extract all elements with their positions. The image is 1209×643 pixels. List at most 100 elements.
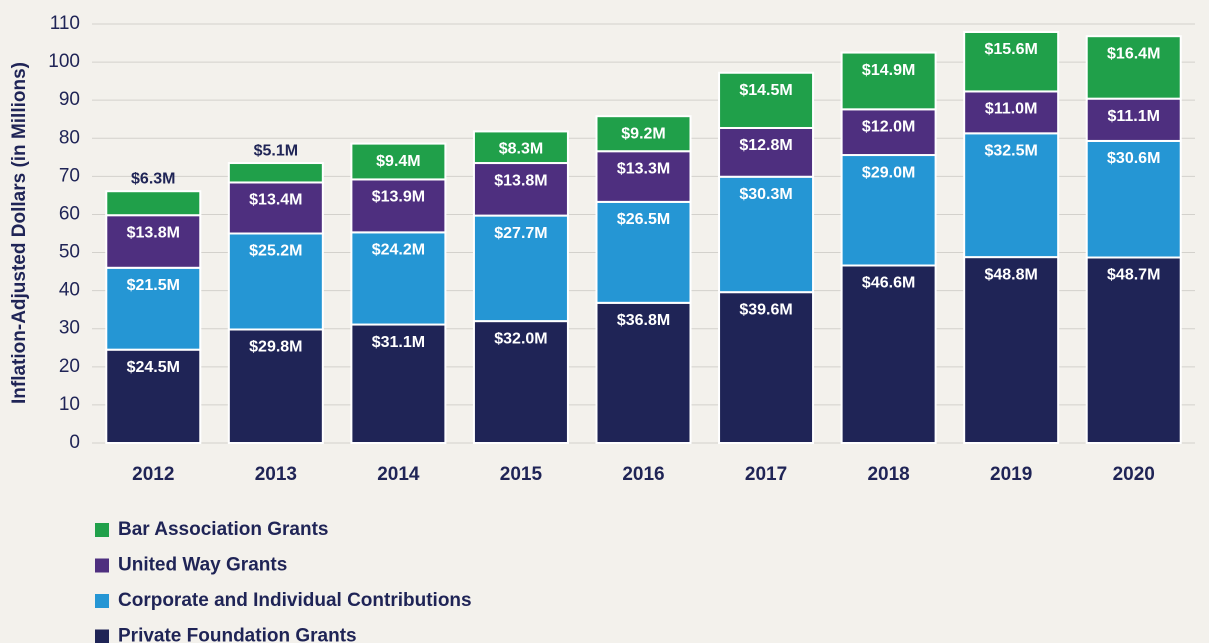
bar-segment (840, 264, 937, 444)
value-label: $27.7M (494, 225, 547, 242)
value-label: $9.4M (376, 153, 420, 170)
bar-segment (350, 178, 447, 234)
x-tick-label: 2019 (990, 464, 1032, 485)
bar-segment (718, 126, 815, 178)
value-label: $12.0M (862, 119, 915, 136)
bar-segment (227, 181, 324, 235)
y-tick-label: 100 (48, 51, 80, 72)
value-label: $31.1M (372, 334, 425, 351)
bar-segment (840, 108, 937, 157)
value-label: $48.8M (984, 266, 1037, 283)
x-tick-label: 2013 (255, 464, 297, 485)
legend-label: Corporate and Individual Contributions (118, 590, 472, 611)
value-label: $13.9M (372, 189, 425, 206)
y-tick-label: 10 (59, 394, 80, 415)
value-label: $13.3M (617, 160, 670, 177)
value-label: $36.8M (617, 312, 670, 329)
x-tick-label: 2016 (622, 464, 664, 485)
value-label: $39.6M (739, 301, 792, 318)
bar-segment (105, 214, 202, 269)
value-label: $13.8M (127, 224, 180, 241)
bar-segment (472, 130, 569, 165)
bar-segment (105, 348, 202, 444)
value-label: $29.0M (862, 164, 915, 181)
legend-swatch (95, 629, 109, 643)
legend-label: United Way Grants (118, 555, 287, 576)
value-label: $11.0M (985, 101, 1037, 118)
value-label: $5.1M (254, 142, 298, 159)
value-label: $13.4M (249, 192, 302, 209)
bar-segment (718, 291, 815, 444)
value-label: $46.6M (862, 275, 915, 292)
y-tick-label: 110 (50, 13, 80, 34)
bar-segment (595, 200, 692, 304)
bar-segment (595, 150, 692, 203)
value-label: $11.1M (1107, 108, 1159, 125)
value-label: $8.3M (499, 141, 543, 158)
bar-segment (472, 162, 569, 217)
bar-segment (1085, 35, 1182, 100)
y-tick-label: 90 (59, 89, 80, 110)
value-label: $9.2M (621, 125, 665, 142)
x-tick-label: 2020 (1113, 464, 1155, 485)
bar-segment (227, 328, 324, 445)
bar-segment (1085, 139, 1182, 259)
x-tick-label: 2014 (377, 464, 420, 485)
bar-segment (963, 132, 1060, 259)
value-label: $26.5M (617, 211, 670, 228)
legend-swatch (95, 523, 109, 537)
value-label: $16.4M (1107, 45, 1160, 62)
bar-segment (840, 51, 937, 111)
value-label: $21.5M (127, 277, 180, 294)
x-tick-label: 2015 (500, 464, 543, 485)
value-label: $32.5M (984, 143, 1037, 160)
bar-segment (718, 71, 815, 129)
bar-segment (595, 301, 692, 444)
y-tick-label: 60 (59, 203, 80, 224)
bar-segment (350, 323, 447, 444)
y-tick-label: 0 (69, 432, 80, 453)
value-label: $14.9M (862, 62, 915, 79)
y-tick-label: 40 (59, 280, 80, 301)
bar-segment (350, 142, 447, 181)
legend-label: Bar Association Grants (118, 519, 328, 540)
bar-segment (963, 256, 1060, 444)
legend-swatch (95, 558, 109, 573)
value-label: $32.0M (494, 330, 547, 347)
y-axis-label: Inflation-Adjusted Dollars (in Millions) (9, 62, 30, 404)
bar-segment (472, 214, 569, 323)
bar-segment (105, 190, 202, 217)
bar-segment (472, 320, 569, 445)
x-tick-label: 2017 (745, 464, 787, 485)
bar-segment (718, 175, 815, 294)
y-tick-label: 80 (59, 127, 80, 148)
legend-label: Private Foundation Grants (118, 626, 357, 643)
y-tick-label: 20 (59, 356, 80, 377)
y-tick-label: 50 (59, 242, 80, 263)
value-label: $30.3M (739, 186, 792, 203)
value-label: $15.6M (984, 41, 1037, 58)
legend-swatch (95, 594, 109, 608)
bar-segment (227, 232, 324, 331)
x-tick-label: 2018 (867, 464, 909, 485)
value-label: $12.8M (739, 137, 792, 154)
bar-segment (1085, 256, 1182, 445)
bar-segment (595, 115, 692, 153)
value-label: $48.7M (1107, 267, 1160, 284)
bar-segment (105, 266, 202, 351)
value-label: $24.5M (127, 359, 180, 376)
value-label: $29.8M (249, 339, 302, 356)
value-label: $13.8M (494, 172, 547, 189)
value-label: $25.2M (249, 243, 302, 260)
value-label: $30.6M (1107, 150, 1160, 167)
bar-segment (840, 154, 937, 267)
value-label: $6.3M (131, 170, 175, 187)
bar-segment (963, 30, 1060, 93)
x-tick-label: 2012 (132, 464, 174, 485)
y-tick-label: 70 (59, 165, 80, 186)
value-label: $24.2M (372, 242, 425, 259)
bar-segment (227, 162, 324, 184)
value-label: $14.5M (739, 82, 792, 99)
y-tick-label: 30 (59, 318, 80, 339)
